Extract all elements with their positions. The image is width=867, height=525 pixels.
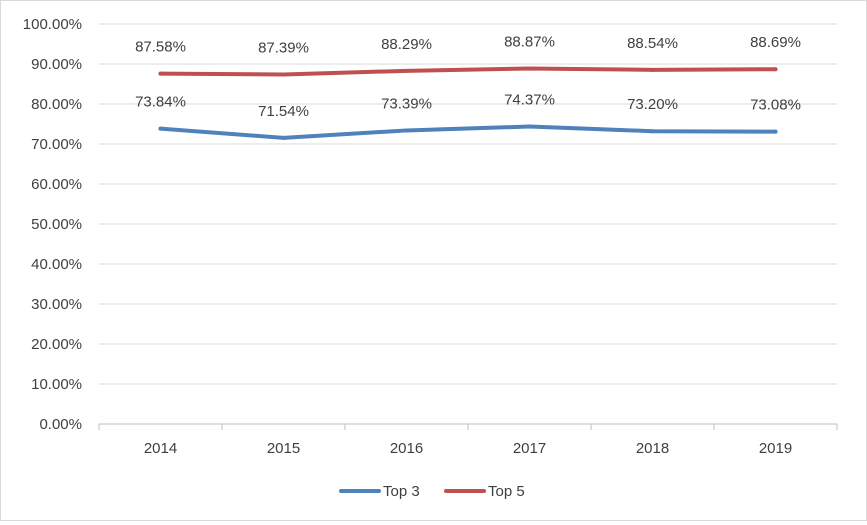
data-label: 88.29%	[381, 36, 432, 53]
data-label: 73.08%	[750, 97, 801, 114]
y-axis-ticks: 0.00% 10.00% 20.00% 30.00% 40.00% 50.00% 60.00…	[23, 16, 82, 433]
data-point	[773, 67, 778, 72]
legend: Top 3 Top 5	[339, 483, 525, 500]
data-labels: 73.84% 71.54% 73.39% 74.37% 73.20% 73.08% 87.5…	[135, 34, 801, 120]
series-line-top-3	[158, 124, 778, 140]
y-tick-label: 80.00%	[31, 96, 82, 113]
y-tick-label: 0.00%	[39, 416, 82, 433]
y-tick-label: 60.00%	[31, 176, 82, 193]
y-tick-label: 50.00%	[31, 216, 82, 233]
data-point	[404, 68, 409, 73]
data-point	[527, 124, 532, 129]
data-label: 87.58%	[135, 39, 186, 56]
data-label: 87.39%	[258, 39, 309, 56]
x-tick-label: 2014	[144, 440, 177, 457]
data-point	[650, 129, 655, 134]
legend-label: Top 5	[488, 483, 525, 500]
legend-label: Top 3	[383, 483, 420, 500]
data-label: 73.84%	[135, 94, 186, 111]
y-tick-label: 10.00%	[31, 376, 82, 393]
y-tick-label: 90.00%	[31, 56, 82, 73]
data-point	[281, 72, 286, 77]
data-point	[650, 67, 655, 72]
data-point	[281, 135, 286, 140]
x-tick-label: 2016	[390, 440, 423, 457]
x-tick-label: 2017	[513, 440, 546, 457]
y-tick-label: 70.00%	[31, 136, 82, 153]
data-label: 88.54%	[627, 35, 678, 52]
data-label: 88.87%	[504, 34, 555, 51]
data-label: 73.39%	[381, 95, 432, 112]
x-tick-label: 2015	[267, 440, 300, 457]
data-label: 88.69%	[750, 34, 801, 51]
y-tick-label: 30.00%	[31, 296, 82, 313]
data-point	[404, 128, 409, 133]
series-line-top-5	[158, 66, 778, 77]
data-label: 74.37%	[504, 92, 555, 109]
x-tick-label: 2019	[759, 440, 792, 457]
data-point	[158, 126, 163, 131]
y-tick-label: 20.00%	[31, 336, 82, 353]
y-tick-label: 100.00%	[23, 16, 82, 33]
data-point	[158, 71, 163, 76]
y-tick-label: 40.00%	[31, 256, 82, 273]
x-axis-ticks: 2014 2015 2016 2017 2018 2019	[98, 424, 838, 457]
series-lines	[158, 66, 778, 140]
data-point	[527, 66, 532, 71]
gridlines	[99, 23, 837, 425]
data-point	[773, 129, 778, 134]
x-tick-label: 2018	[636, 440, 669, 457]
data-label: 73.20%	[627, 96, 678, 113]
data-label: 71.54%	[258, 103, 309, 120]
